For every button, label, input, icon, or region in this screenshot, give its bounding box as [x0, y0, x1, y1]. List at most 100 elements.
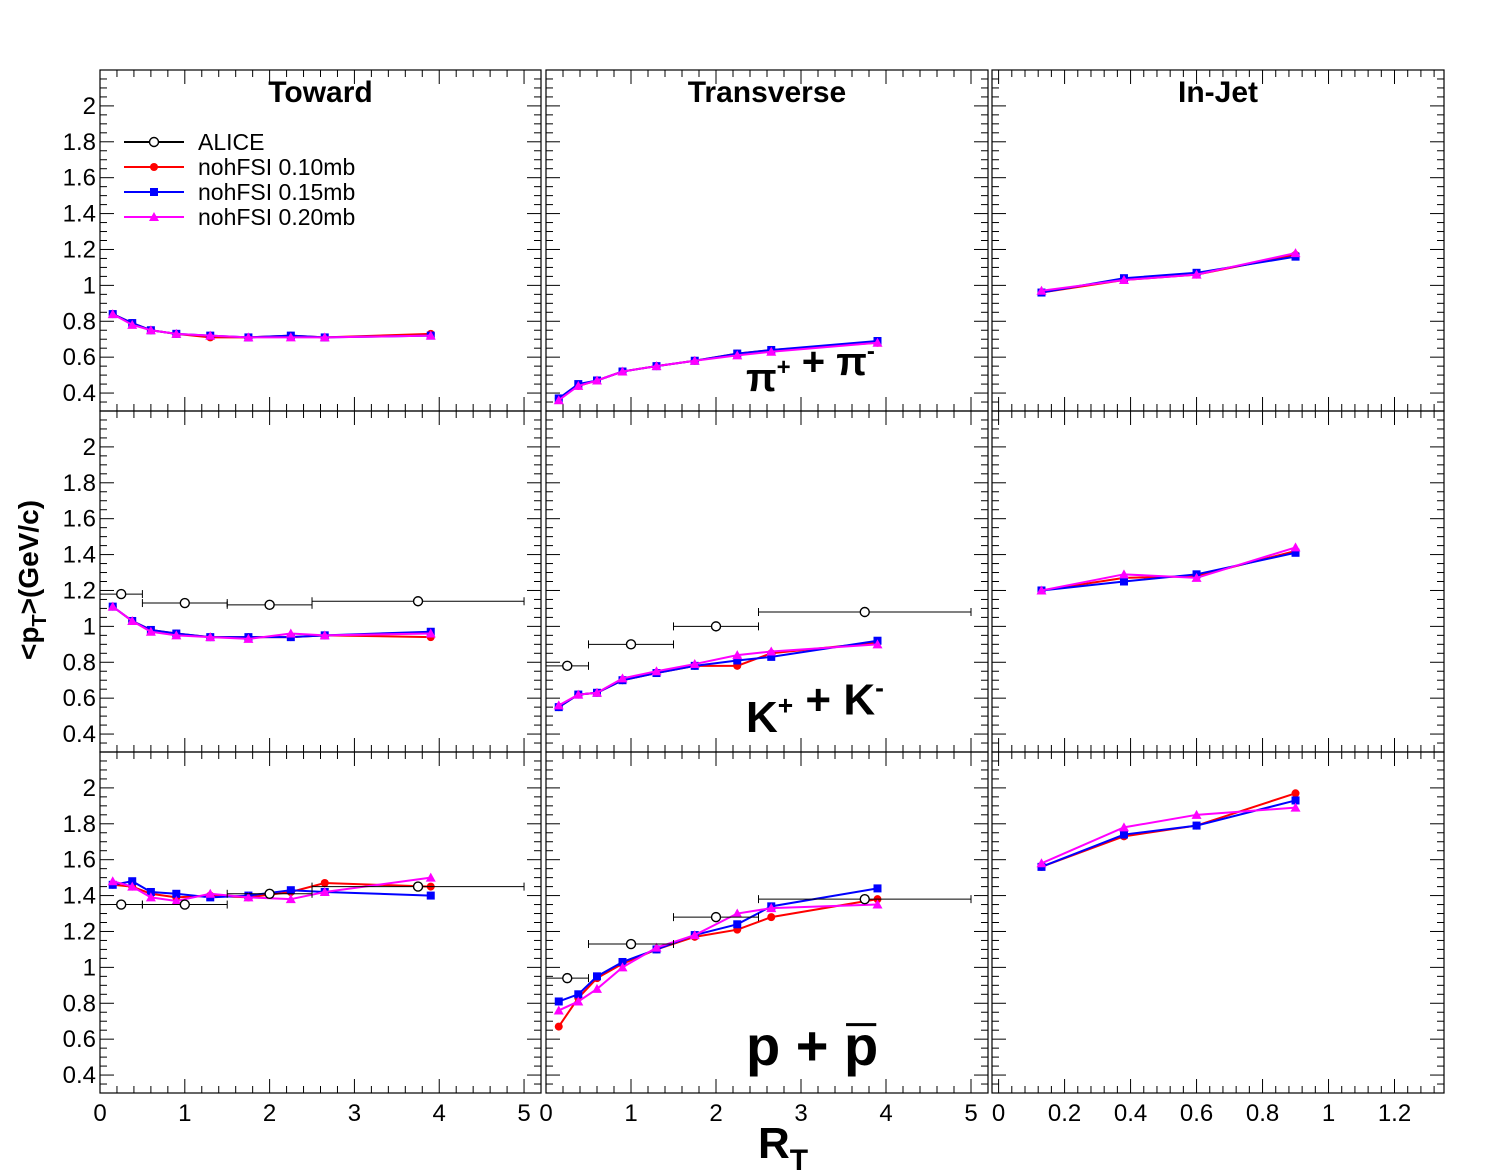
data-point [146, 887, 155, 896]
series-line [1041, 806, 1296, 865]
data-point [574, 990, 583, 999]
legend-entry: nohFSI 0.20mb [124, 204, 355, 230]
data-point [732, 350, 743, 360]
data-point [1118, 569, 1129, 579]
data-point [732, 908, 743, 918]
legend-marker [148, 136, 160, 148]
x-tick-label: 5 [517, 1100, 530, 1127]
legend-entry: ALICE [124, 129, 264, 155]
data-point [689, 659, 700, 669]
data-point [1291, 548, 1300, 557]
data-point [107, 601, 118, 611]
data-point [553, 1005, 564, 1015]
y-title-part: >(GeV/c) [13, 500, 44, 614]
y-tick-label: 0.4 [63, 721, 96, 748]
plus-sign: + [793, 675, 843, 724]
data-point [1191, 572, 1202, 582]
y-tick-label: 2 [83, 434, 96, 461]
legend-marker [150, 163, 158, 171]
data-point [766, 903, 777, 913]
y-title-sub: T [29, 614, 51, 626]
data-point [1290, 542, 1301, 552]
data-point [732, 650, 743, 660]
y-tick-label: 1.8 [63, 129, 96, 156]
y-title-part: <p [13, 627, 44, 660]
alice-point [264, 888, 275, 899]
data-point [592, 687, 602, 697]
axis-titles: <pT>(GeV/c)RT [13, 500, 808, 1174]
data-point [426, 891, 435, 900]
data-point [127, 319, 138, 329]
data-point [554, 1022, 563, 1031]
legend-entry: nohFSI 0.15mb [124, 179, 355, 205]
x-tick-label: 1 [624, 1100, 637, 1127]
data-point [553, 395, 564, 405]
data-point [689, 930, 700, 940]
x-tick-label: 0.6 [1180, 1100, 1213, 1127]
legend-label: nohFSI 0.15mb [198, 179, 355, 205]
alice-point [179, 899, 191, 910]
charge-sign: - [875, 673, 884, 703]
data-point [127, 881, 138, 891]
y-tick-label: 0.4 [63, 380, 96, 407]
alice-point [710, 621, 722, 632]
data-point [1119, 830, 1128, 839]
y-tick-label: 0.4 [63, 1062, 96, 1089]
data-point [651, 361, 662, 371]
data-point [767, 652, 776, 661]
particle-name: p [746, 1014, 780, 1077]
data-point [171, 895, 182, 905]
data-point [1118, 274, 1129, 284]
x-tick-label: 4 [433, 1100, 446, 1127]
alice-point [625, 938, 637, 950]
alice-point [179, 597, 191, 609]
y-tick-label: 1.6 [63, 847, 96, 874]
data-point [872, 337, 883, 347]
data-point [733, 920, 742, 929]
x-tick-label: 3 [348, 1100, 361, 1127]
series-line [1041, 546, 1296, 592]
y-tick-label: 1.2 [63, 918, 96, 945]
data-point [243, 892, 254, 902]
data-point [145, 626, 156, 636]
y-tick-label: 1.4 [63, 542, 96, 569]
data-point [172, 889, 181, 898]
x-tick-label: 2 [263, 1100, 276, 1127]
data-point [617, 673, 628, 683]
column-title: Toward [268, 76, 372, 109]
data-point [733, 656, 742, 665]
data-point [618, 957, 627, 966]
y-tick-label: 2 [83, 775, 96, 802]
x-tick-label: 3 [794, 1100, 807, 1127]
data-point [573, 996, 584, 1006]
panel-r2-c1: 0 1 2 3 4 5 p + p [539, 751, 989, 1127]
y-tick-label: 1.2 [63, 577, 96, 604]
data-point [592, 375, 602, 385]
particle-label: π+ + π- [746, 338, 875, 400]
data-point [1036, 858, 1047, 868]
y-tick-label: 0.8 [63, 649, 96, 676]
series-line [1041, 799, 1296, 868]
data-point [320, 879, 329, 888]
alice-point [859, 606, 870, 618]
particle-name: K [746, 693, 778, 742]
legend-marker [150, 188, 158, 196]
y-tick-label: 1.8 [63, 811, 96, 838]
y-tick-label: 1 [83, 954, 96, 981]
data-point [286, 886, 295, 895]
y-tick-label: 0.6 [63, 685, 96, 712]
x-tick-label: 1.2 [1378, 1100, 1411, 1127]
y-tick-label: 1.6 [63, 506, 96, 533]
alice-point [412, 881, 424, 892]
x-tick-label: 1 [1322, 1100, 1335, 1127]
column-title: In-Jet [1178, 76, 1258, 109]
charge-sign: - [867, 338, 875, 365]
y-axis-title: <pT>(GeV/c) [13, 500, 51, 660]
y-tick-label: 1.2 [63, 236, 96, 263]
antiparticle-name: K [843, 675, 875, 724]
data-point [425, 628, 436, 638]
data-point [171, 328, 182, 338]
data-point [1191, 269, 1202, 279]
